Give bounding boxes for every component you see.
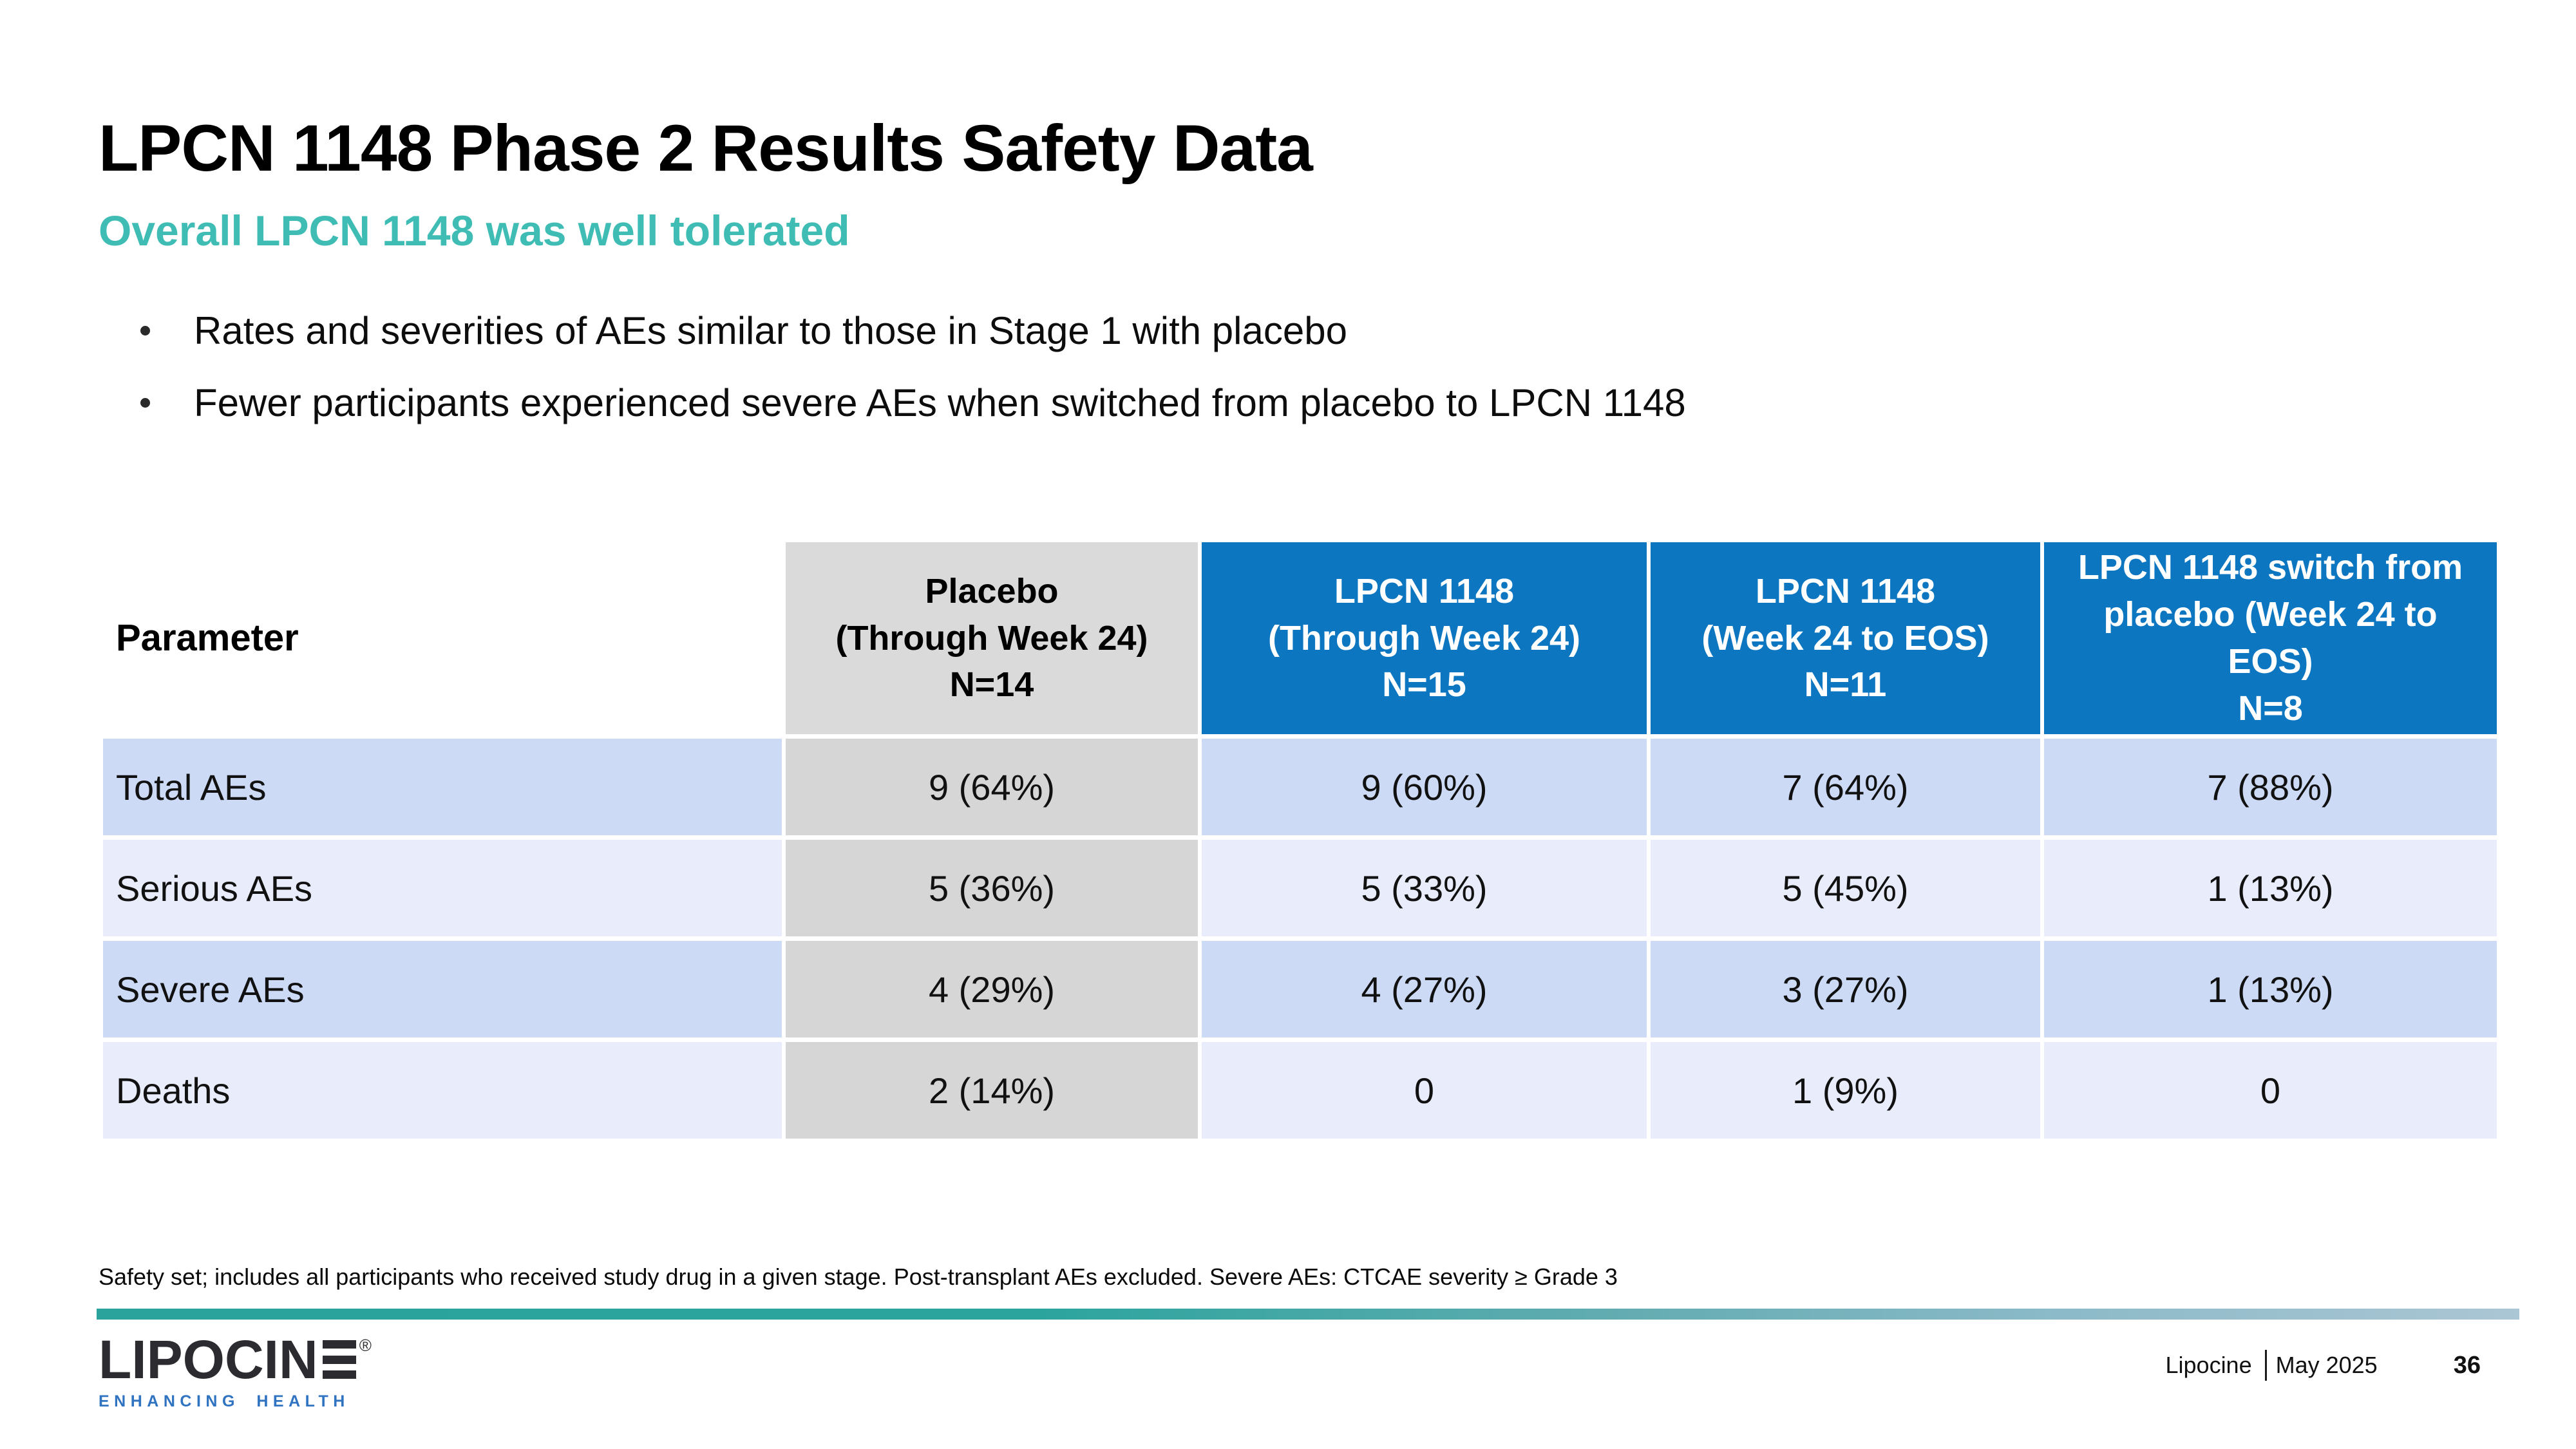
- logo-e-icon: [322, 1340, 356, 1379]
- table-header-lpcn-eos: LPCN 1148 (Week 24 to EOS) N=11: [1651, 542, 2040, 734]
- row-label: Serious AEs: [103, 840, 782, 936]
- registered-mark-icon: ®: [359, 1336, 372, 1355]
- cell-value: 4 (27%): [1202, 941, 1647, 1037]
- logo-text: LIPOCIN: [99, 1329, 318, 1390]
- cell-value: 1 (9%): [1651, 1042, 2040, 1139]
- cell-value: 3 (27%): [1651, 941, 2040, 1037]
- lipocine-logo: LIPOCIN ® ENHANCING HEALTH: [99, 1329, 372, 1411]
- cell-value: 5 (33%): [1202, 840, 1647, 936]
- cell-value: 5 (36%): [786, 840, 1198, 936]
- cell-value: 9 (64%): [786, 739, 1198, 835]
- cell-value: 1 (13%): [2044, 840, 2497, 936]
- bullet-list: Rates and severities of AEs similar to t…: [140, 308, 1686, 452]
- footnote: Safety set; includes all participants wh…: [99, 1264, 1618, 1290]
- row-label: Total AEs: [103, 739, 782, 835]
- cell-value: 0: [1202, 1042, 1647, 1139]
- table-header-lpcn-switch: LPCN 1148 switch from placebo (Week 24 t…: [2044, 542, 2497, 734]
- bullet-text: Fewer participants experienced severe AE…: [194, 381, 1686, 424]
- logo-tagline: ENHANCING HEALTH: [99, 1392, 350, 1410]
- slide-subtitle: Overall LPCN 1148 was well tolerated: [99, 207, 850, 254]
- row-label: Deaths: [103, 1042, 782, 1139]
- cell-value: 7 (64%): [1651, 739, 2040, 835]
- page-number: 36: [2453, 1351, 2481, 1379]
- bullet-dot-icon: [140, 326, 150, 336]
- cell-value: 0: [2044, 1042, 2497, 1139]
- bullet-text: Rates and severities of AEs similar to t…: [194, 309, 1347, 352]
- divider-bar: [97, 1309, 2519, 1320]
- bullet-item: Rates and severities of AEs similar to t…: [140, 308, 1686, 354]
- cell-value: 1 (13%): [2044, 941, 2497, 1037]
- cell-value: 4 (29%): [786, 941, 1198, 1037]
- table-header-placebo: Placebo (Through Week 24) N=14: [786, 542, 1198, 734]
- cell-value: 9 (60%): [1202, 739, 1647, 835]
- footer-company: Lipocine: [2165, 1352, 2252, 1378]
- bullet-item: Fewer participants experienced severe AE…: [140, 380, 1686, 426]
- row-label: Severe AEs: [103, 941, 782, 1037]
- table-header-parameter: Parameter: [103, 542, 782, 734]
- cell-value: 2 (14%): [786, 1042, 1198, 1139]
- table-header-lpcn-week24: LPCN 1148 (Through Week 24) N=15: [1202, 542, 1647, 734]
- footer: Lipocine May 2025 36: [2166, 1347, 2481, 1383]
- cell-value: 5 (45%): [1651, 840, 2040, 936]
- page-title: LPCN 1148 Phase 2 Results Safety Data: [99, 111, 1313, 185]
- logo-wordmark: LIPOCIN ®: [99, 1329, 372, 1390]
- cell-value: 7 (88%): [2044, 739, 2497, 835]
- footer-date: May 2025: [2275, 1352, 2378, 1378]
- safety-table: Parameter Placebo (Through Week 24) N=14…: [103, 542, 2497, 1139]
- bullet-dot-icon: [140, 398, 150, 408]
- footer-divider: [2264, 1350, 2267, 1381]
